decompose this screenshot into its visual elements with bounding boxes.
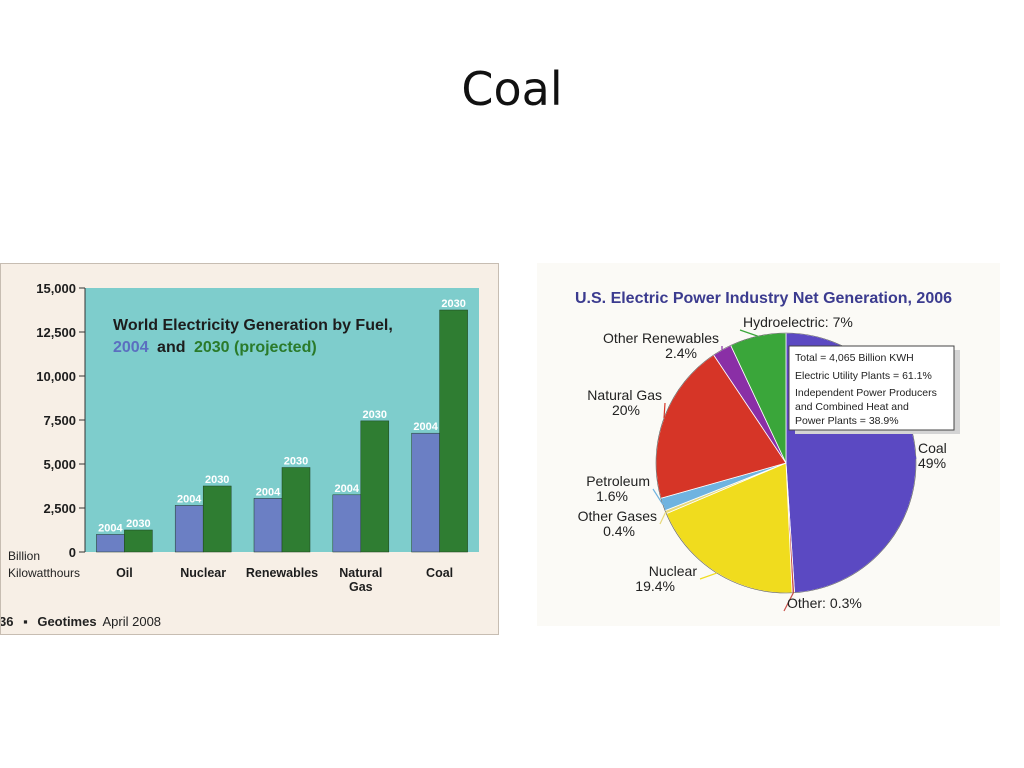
leader-line bbox=[914, 455, 917, 459]
leader-line bbox=[699, 572, 717, 580]
info-box-frame bbox=[788, 345, 955, 431]
bar-2030-natural-gas bbox=[360, 420, 390, 553]
label-coal-name: Coal bbox=[918, 440, 947, 456]
y-axis-label-line-2: Kilowatthours bbox=[8, 566, 80, 580]
bar-year-label: 2004 bbox=[256, 486, 281, 498]
label-other-renewables-value: 2.4% bbox=[665, 345, 697, 361]
bar-year-label: 2030 bbox=[205, 474, 229, 486]
bar-year-label: 2004 bbox=[177, 493, 202, 505]
bar-2004-oil bbox=[96, 534, 125, 553]
x-category-label: Renewables bbox=[246, 566, 318, 580]
bar-2030-coal bbox=[439, 309, 468, 553]
bar-chart-panel: 0 2,500 5,000 7,500 10,000 12,500 15,000 2004 2… bbox=[0, 263, 499, 635]
footer-page-number: 36 bbox=[1, 614, 13, 629]
subtitle-year-2030: 2030 (projected) bbox=[194, 339, 317, 356]
x-category-label: Coal bbox=[426, 566, 453, 580]
bar-year-label: 2004 bbox=[98, 522, 123, 534]
label-coal-value: 49% bbox=[918, 455, 946, 471]
y-axis-label-line-1: Billion bbox=[8, 549, 40, 563]
x-category-label: Gas bbox=[349, 580, 373, 594]
y-tick-label: 0 bbox=[69, 545, 76, 560]
bar-2030-oil bbox=[124, 529, 153, 553]
label-petroleum-value: 1.6% bbox=[596, 488, 628, 504]
bar-2004-natural-gas bbox=[332, 494, 362, 553]
y-tick-label: 7,500 bbox=[43, 413, 76, 428]
bar-2004-nuclear bbox=[174, 505, 204, 553]
label-other-renewables-name: Other Renewables bbox=[603, 330, 719, 346]
y-tick-label: 2,500 bbox=[43, 501, 76, 516]
bar-2030-renewables bbox=[281, 467, 311, 553]
bar-year-label: 2004 bbox=[335, 483, 360, 495]
info-box: Total = 4,065 Billion KWH Electric Utili… bbox=[788, 345, 960, 434]
bar-year-label: 2030 bbox=[126, 518, 150, 530]
label-other-gases-name: Other Gases bbox=[578, 508, 657, 524]
subtitle-and: and bbox=[157, 339, 185, 356]
info-box-line-5: Power Plants = 38.9% bbox=[795, 415, 899, 427]
bar-2004-renewables bbox=[253, 498, 283, 553]
pie-outline bbox=[655, 332, 917, 594]
label-natural-gas-value: 20% bbox=[612, 402, 640, 418]
bar-year-label: 2030 bbox=[441, 298, 465, 310]
info-box-line-4: and Combined Heat and bbox=[795, 401, 909, 413]
leader-line bbox=[663, 402, 666, 419]
y-tick-label: 12,500 bbox=[36, 325, 76, 340]
slide-title: Coal bbox=[461, 62, 563, 116]
label-other-gases-value: 0.4% bbox=[603, 523, 635, 539]
leader-line bbox=[659, 511, 667, 525]
bar-year-label: 2004 bbox=[413, 421, 438, 433]
leader-line bbox=[739, 329, 758, 337]
label-nuclear-value: 19.4% bbox=[635, 578, 675, 594]
subtitle-year-2004: 2004 bbox=[113, 339, 149, 356]
label-petroleum-name: Petroleum bbox=[586, 473, 650, 489]
label-hydroelectric-name: Hydroelectric: bbox=[743, 314, 829, 330]
x-category-label: Natural bbox=[339, 566, 382, 580]
footer-bullet: ▪ bbox=[23, 614, 28, 629]
label-other-value: 0.3% bbox=[830, 595, 862, 611]
footer-date: April 2008 bbox=[102, 614, 161, 629]
leader-line bbox=[783, 592, 794, 612]
pie-chart-panel: U.S. Electric Power Industry Net Generat… bbox=[537, 263, 1000, 626]
bar-2004-coal bbox=[411, 432, 440, 553]
footer: 36 ▪ Geotimes April 2008 bbox=[1, 614, 161, 629]
bar-year-label: 2030 bbox=[363, 409, 387, 421]
bar-2030-nuclear bbox=[202, 485, 232, 553]
x-category-label: Nuclear bbox=[180, 566, 226, 580]
info-box-line-3: Independent Power Producers bbox=[795, 387, 937, 399]
chart-title: World Electricity Generation by Fuel, bbox=[113, 317, 393, 334]
label-natural-gas-name: Natural Gas bbox=[587, 387, 662, 403]
y-tick-label: 5,000 bbox=[43, 457, 76, 472]
label-hydroelectric-value: 7% bbox=[833, 314, 853, 330]
pie-chart: U.S. Electric Power Industry Net Generat… bbox=[575, 290, 960, 612]
info-box-line-1: Total = 4,065 Billion KWH bbox=[795, 352, 914, 364]
y-tick-label: 15,000 bbox=[36, 281, 76, 296]
info-box-line-2: Electric Utility Plants = 61.1% bbox=[795, 370, 932, 382]
y-tick-label: 10,000 bbox=[36, 369, 76, 384]
leader-line bbox=[652, 488, 664, 505]
x-category-label: Oil bbox=[116, 566, 133, 580]
pie-title: U.S. Electric Power Industry Net Generat… bbox=[575, 290, 952, 307]
footer-source: Geotimes bbox=[37, 614, 96, 629]
chart-subtitle: 2004 and 2030 (projected) bbox=[113, 339, 317, 356]
y-axis: 0 2,500 5,000 7,500 10,000 12,500 15,000 bbox=[36, 281, 86, 560]
leader-lines bbox=[652, 329, 917, 612]
label-other-name: Other: bbox=[787, 595, 826, 611]
bar-year-label: 2030 bbox=[284, 456, 308, 468]
label-other: Other: 0.3% bbox=[787, 595, 862, 611]
label-nuclear-name: Nuclear bbox=[649, 563, 698, 579]
label-hydroelectric: Hydroelectric: 7% bbox=[743, 314, 853, 330]
